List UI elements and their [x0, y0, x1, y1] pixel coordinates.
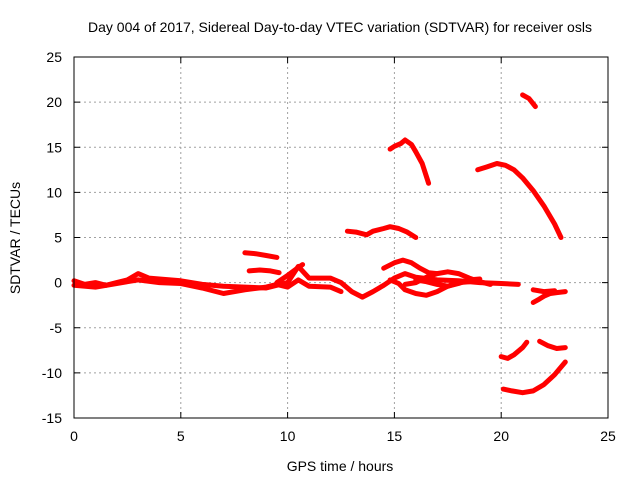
series-line-arc-17	[413, 276, 483, 289]
x-tick-label: 15	[387, 428, 403, 444]
data-series	[71, 92, 568, 396]
plot-frame	[73, 56, 609, 419]
series-line-arc-10	[274, 262, 306, 286]
y-tick-label: -10	[42, 365, 62, 381]
series-line-arc-21top	[520, 92, 538, 110]
series-line-arc-22	[530, 287, 558, 295]
x-tick-label: 0	[70, 428, 78, 444]
chart-title: Day 004 of 2017, Sidereal Day-to-day VTE…	[88, 19, 592, 35]
series-line-arc-15b	[381, 257, 440, 277]
x-tick-label: 5	[177, 428, 185, 444]
series-line-arc-19	[475, 161, 564, 240]
grid	[74, 57, 608, 418]
y-tick-label: 25	[46, 49, 62, 65]
series-line-arc-20b	[500, 359, 568, 396]
x-tick-label: 25	[600, 428, 616, 444]
x-tick-label: 20	[493, 428, 509, 444]
y-tick-label: 10	[46, 184, 62, 200]
series-line-arc-15a	[387, 137, 432, 186]
y-axis-label: SDTVAR / TECUs	[7, 182, 23, 294]
series-line-arc-21b	[537, 338, 568, 351]
series-line-arc-20a	[498, 339, 530, 361]
y-tick-label: -5	[50, 320, 63, 336]
y-tick-label: -15	[42, 410, 62, 426]
y-tick-label: 15	[46, 139, 62, 155]
x-tick-label: 10	[280, 428, 296, 444]
series-line-arc-13	[344, 224, 419, 240]
series-line-arc-8	[242, 250, 280, 260]
series-line-arc-9	[246, 267, 282, 276]
series-line-arc-21right	[530, 289, 568, 305]
y-tick-label: 20	[46, 94, 62, 110]
x-axis-label: GPS time / hours	[287, 458, 394, 474]
axis-ticks: 0 5 10 15 20 25 -15 -10 -5 0 5 10 15 20 25	[42, 49, 616, 444]
y-tick-label: 0	[54, 275, 62, 291]
series-line-baseline-2	[71, 277, 344, 296]
y-tick-label: 5	[54, 230, 62, 246]
